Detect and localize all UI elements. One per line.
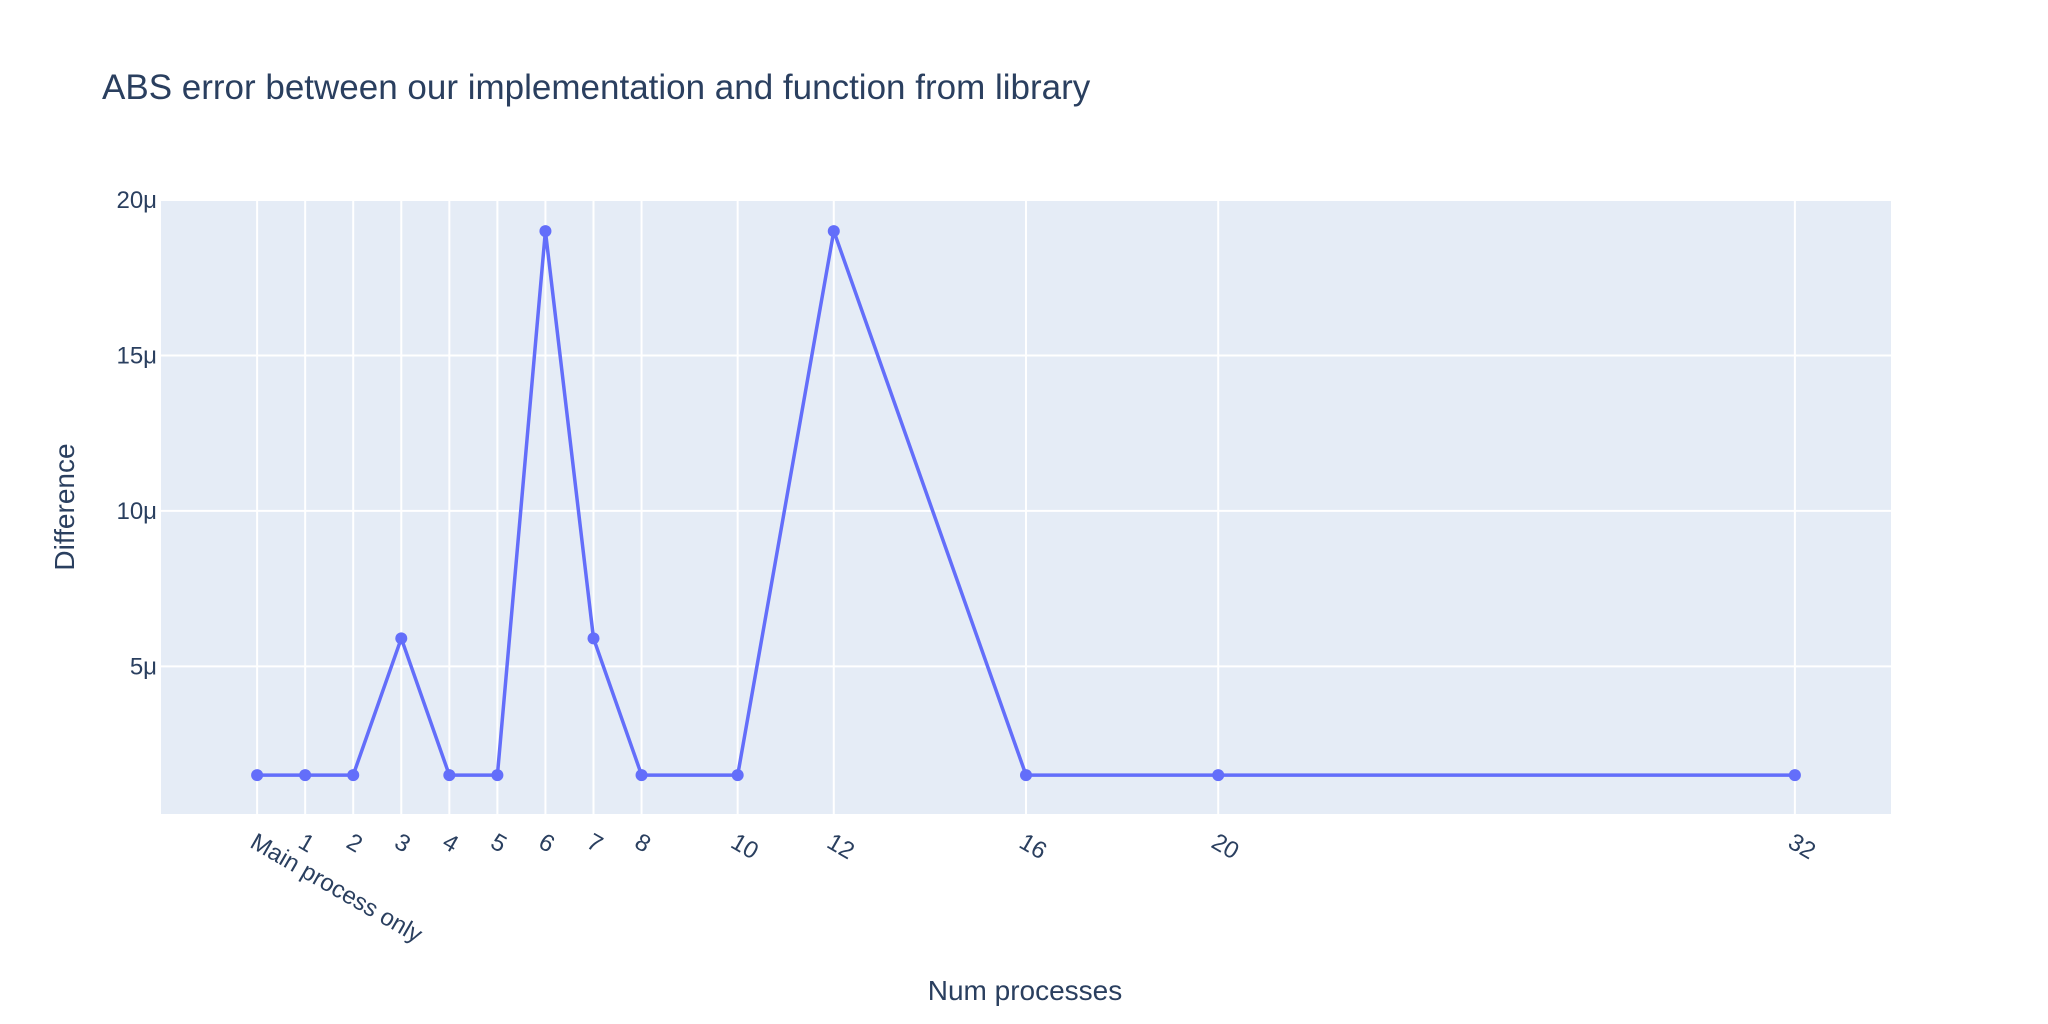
y-tick-label: 10μ	[116, 498, 157, 525]
x-tick-label: 8	[630, 828, 655, 858]
data-point	[299, 769, 312, 782]
data-point	[587, 632, 600, 645]
data-point	[539, 225, 552, 238]
data-point	[731, 769, 744, 782]
x-tick-label: 1	[294, 828, 319, 858]
y-tick-label: 15μ	[116, 342, 157, 369]
x-tick-label: 20	[1207, 828, 1244, 865]
data-point	[347, 769, 360, 782]
x-tick-label: 6	[534, 828, 559, 858]
series-line	[257, 229, 1795, 777]
data-point	[395, 632, 408, 645]
y-tick-label: 20μ	[116, 187, 157, 214]
data-point	[635, 769, 648, 782]
data-point	[491, 769, 504, 782]
data-point	[1020, 769, 1032, 782]
x-tick-label: 7	[582, 828, 607, 858]
x-tick-label: 10	[726, 828, 763, 865]
chart-title: ABS error between our implementation and…	[102, 68, 1091, 107]
y-axis-label: Difference	[49, 443, 80, 570]
x-axis-label: Num processes	[928, 975, 1123, 1006]
x-tick-label: 16	[1015, 828, 1052, 865]
x-tick-label: 5	[486, 828, 511, 858]
x-tick-label: 4	[438, 828, 463, 858]
y-tick-labels: 5μ 10μ 15μ 20μ	[116, 187, 157, 680]
data-points	[251, 225, 1801, 782]
y-tick-label: 5μ	[130, 653, 157, 680]
data-point	[251, 769, 264, 782]
data-point	[1788, 769, 1801, 782]
x-tick-label: 32	[1783, 828, 1820, 865]
data-point	[827, 225, 840, 238]
x-tick-label: 3	[390, 828, 415, 858]
data-point	[443, 769, 456, 782]
grid-lines	[161, 199, 1891, 814]
data-point	[1212, 769, 1225, 782]
x-tick-label: 12	[822, 828, 859, 865]
x-tick-label: 2	[342, 828, 367, 858]
